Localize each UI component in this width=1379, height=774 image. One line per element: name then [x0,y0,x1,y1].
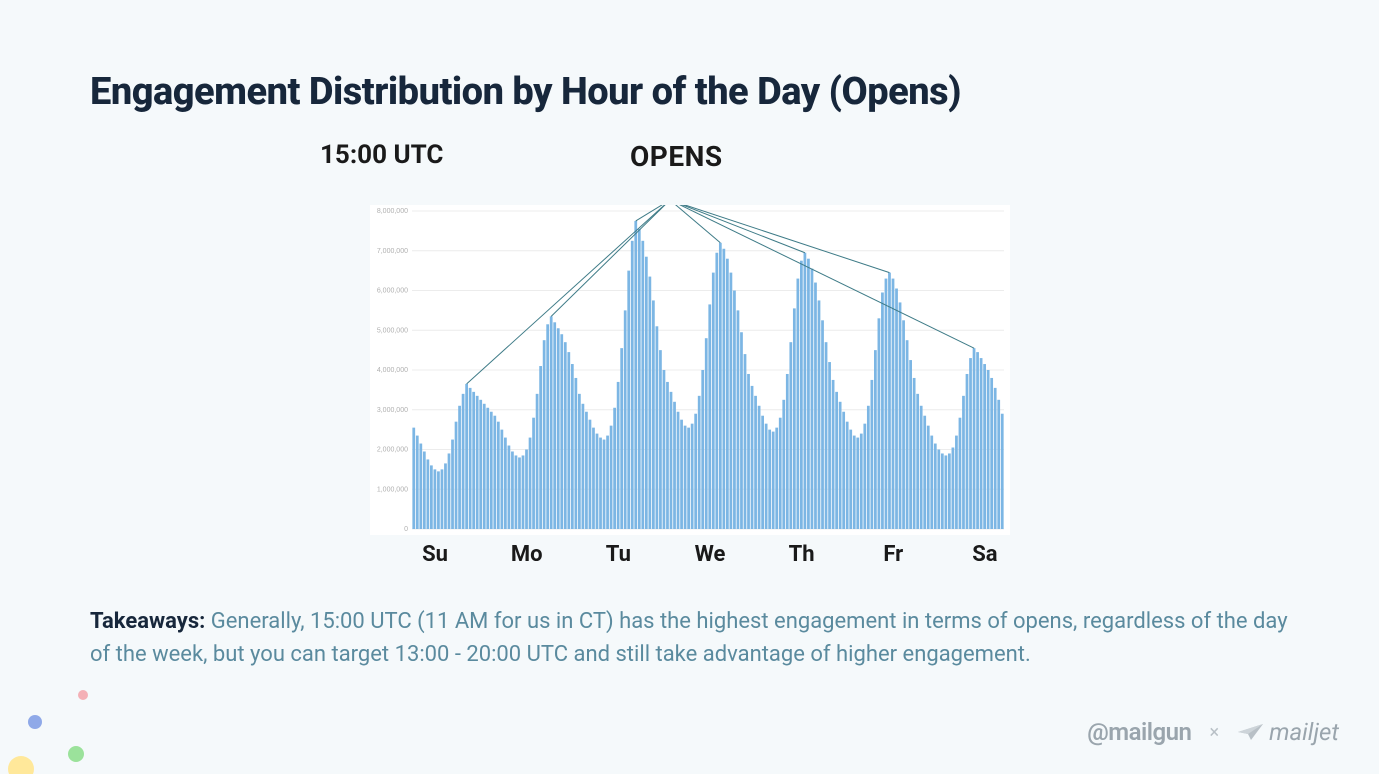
day-label: Su [410,542,460,567]
decor-dot-green [68,746,84,762]
svg-text:1,000,000: 1,000,000 [377,486,408,493]
chart-svg: 0 1,000,000 2,000,000 3,000,000 4,000,000 5,0… [370,205,1010,535]
svg-text:8,000,000: 8,000,000 [377,208,408,215]
svg-text:3,000,000: 3,000,000 [377,407,408,414]
mailjet-logo: mailjet [1237,718,1339,746]
opens-label: OPENS [630,140,723,173]
svg-text:6,000,000: 6,000,000 [377,288,408,295]
decor-dot-blue [28,715,42,729]
day-label: Fr [868,542,918,567]
day-label: Th [777,542,827,567]
mailgun-logo: @mailgun [1087,718,1191,746]
decor-dot-yellow [8,756,34,774]
svg-text:4,000,000: 4,000,000 [377,367,408,374]
svg-text:5,000,000: 5,000,000 [377,327,408,334]
svg-text:7,000,000: 7,000,000 [377,248,408,255]
decor-dot-pink [78,690,88,700]
takeaways-label: Takeaways: [90,609,205,634]
engagement-chart: 0 1,000,000 2,000,000 3,000,000 4,000,000 5,0… [370,205,1010,535]
takeaways-body: Generally, 15:00 UTC (11 AM for us in CT… [90,609,1288,667]
svg-text:2,000,000: 2,000,000 [377,447,408,454]
time-label: 15:00 UTC [320,140,443,170]
slide: Engagement Distribution by Hour of the D… [0,0,1379,774]
page-title: Engagement Distribution by Hour of the D… [90,70,1289,114]
svg-text:0: 0 [404,526,408,533]
paper-plane-icon [1237,722,1265,742]
footer-logos: @mailgun × mailjet [1087,718,1339,746]
day-label: We [685,542,735,567]
day-axis-labels: Su Mo Tu We Th Fr Sa [410,542,1010,567]
day-label: Mo [502,542,552,567]
takeaways-text: Takeaways: Generally, 15:00 UTC (11 AM f… [90,605,1289,671]
logo-separator: × [1209,722,1219,743]
day-label: Tu [593,542,643,567]
day-label: Sa [960,542,1010,567]
mailjet-text: mailjet [1269,718,1339,746]
